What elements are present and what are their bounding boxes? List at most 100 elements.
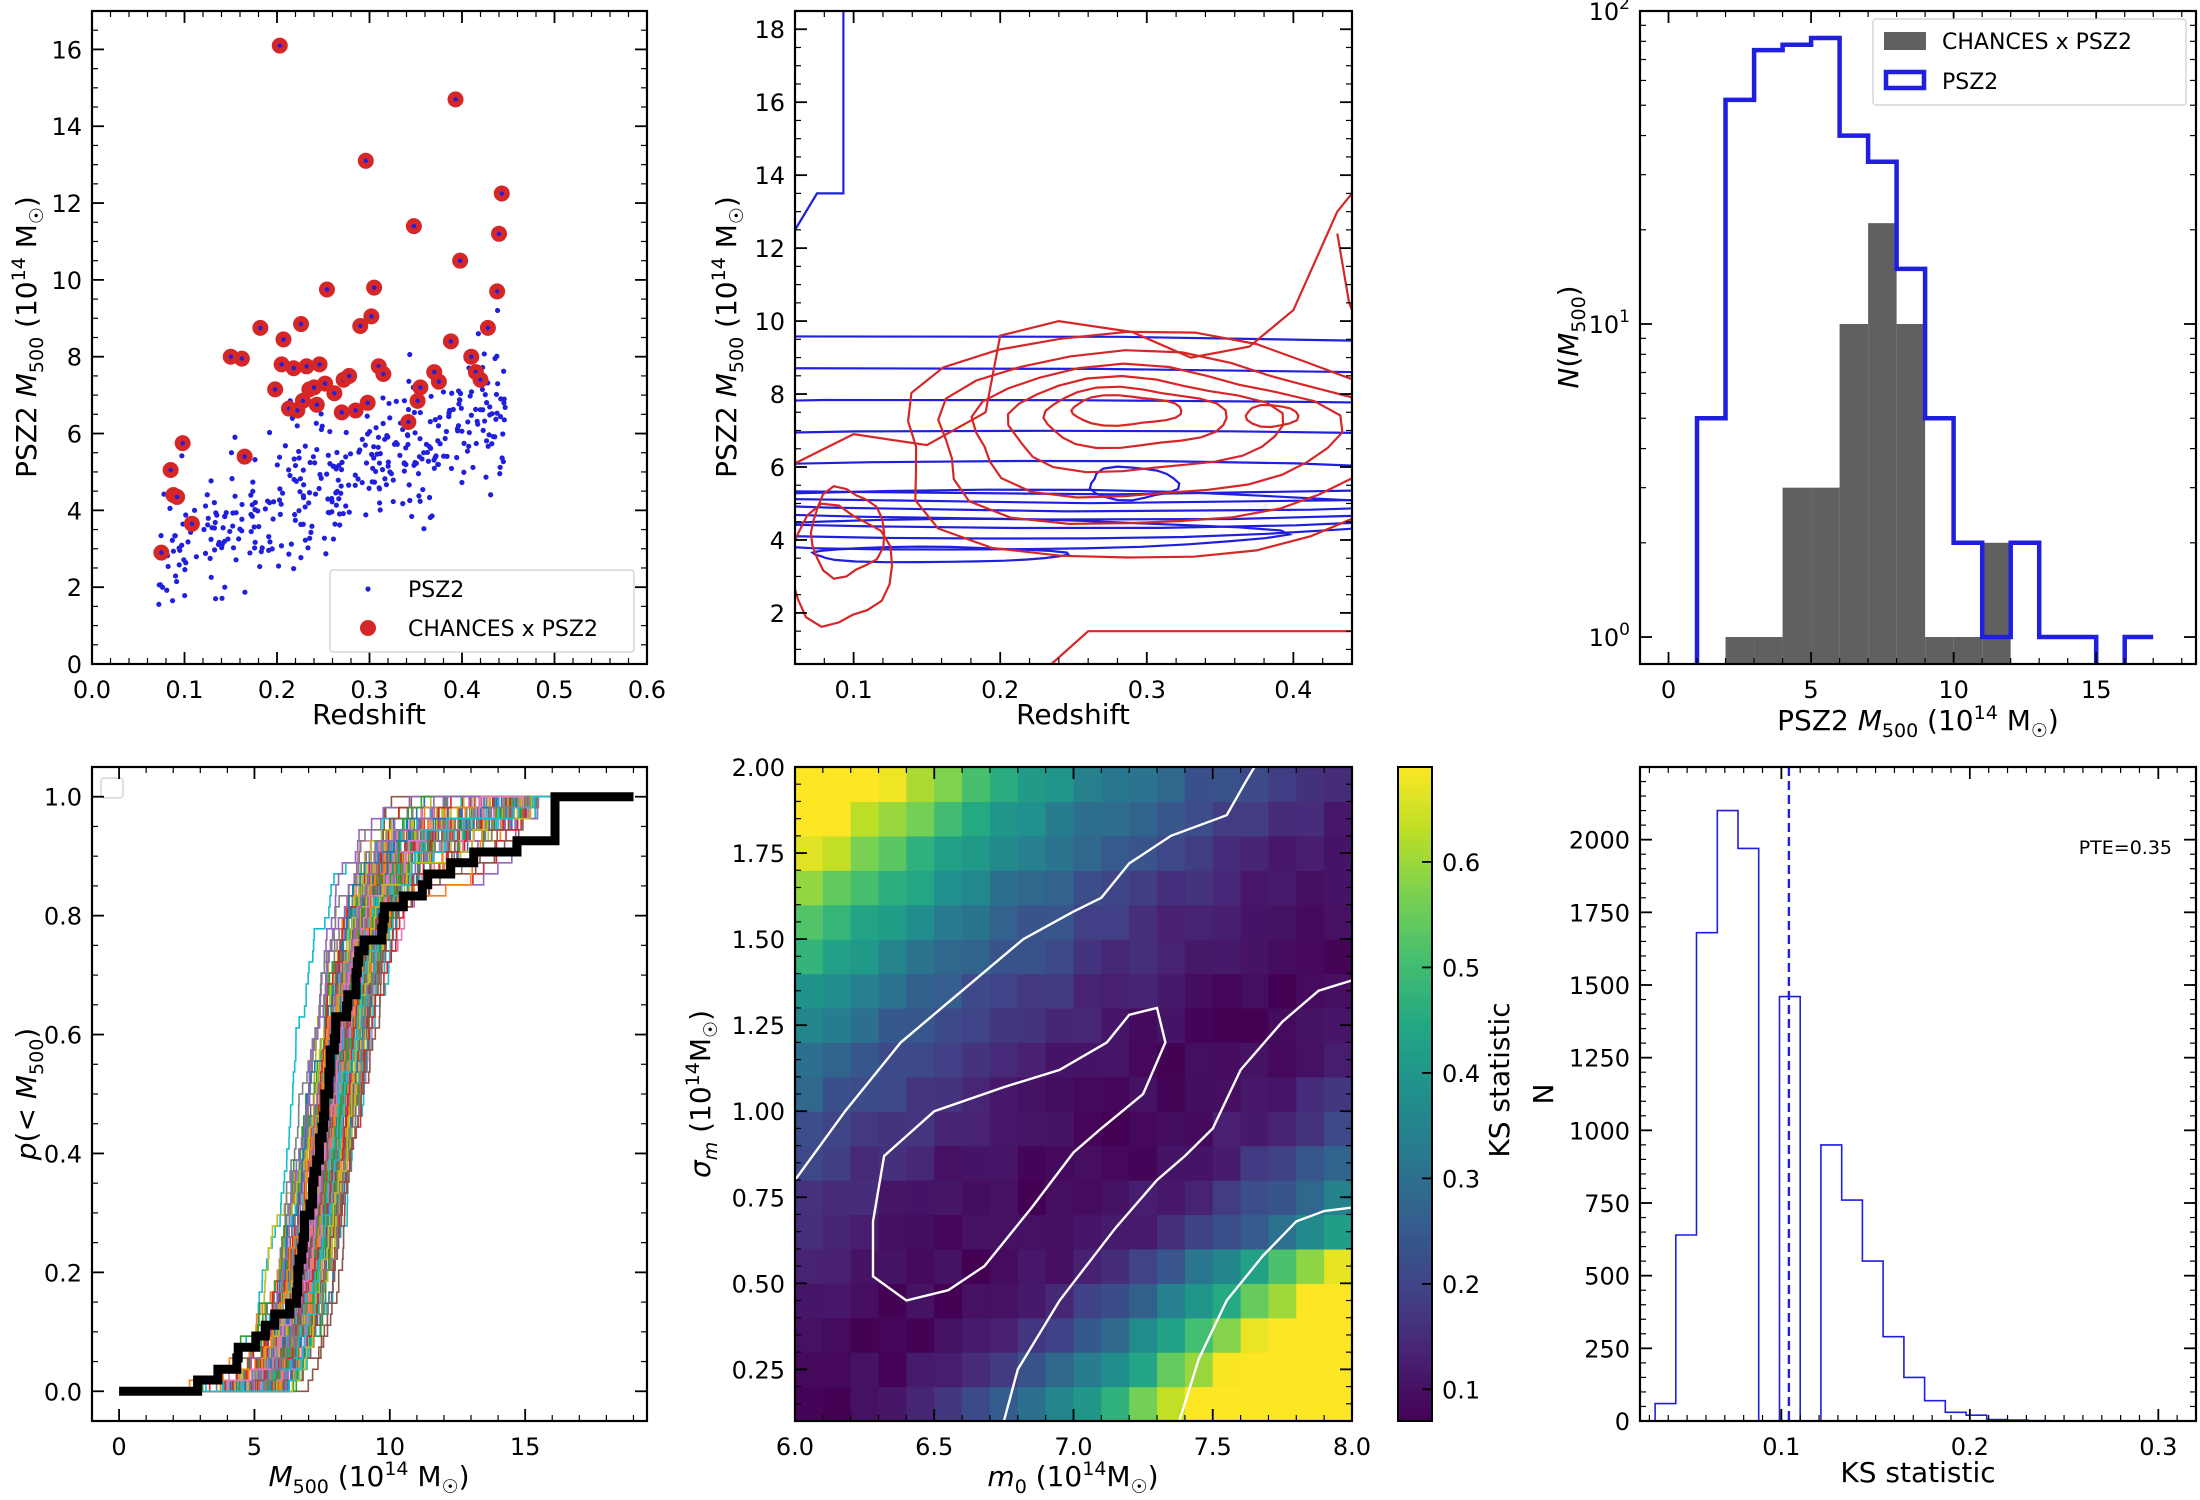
psz2-point [239, 516, 245, 522]
heatmap-cell [962, 1386, 991, 1421]
heatmap-cell [1157, 1111, 1186, 1147]
psz2-point [459, 479, 465, 486]
psz2-point [373, 425, 379, 431]
colorbar-band [1398, 826, 1432, 834]
p1-xlabel: Redshift [312, 698, 426, 731]
heatmap-cell [1017, 1076, 1047, 1112]
psz2-point [312, 491, 319, 497]
heatmap-cell [962, 1145, 991, 1181]
heatmap-cell [1073, 1352, 1102, 1388]
colorbar-band [1398, 1382, 1432, 1390]
psz2-point [482, 392, 488, 398]
psz2-point [500, 431, 506, 437]
colorbar-band [1398, 1126, 1432, 1133]
psz2-point [363, 460, 370, 466]
psz2-point [338, 483, 344, 489]
heatmap-cell [906, 1352, 935, 1388]
colorbar-band [1398, 1224, 1432, 1232]
heatmap-cell [934, 870, 963, 906]
psz2-point [170, 548, 177, 554]
heatmap-cell [850, 904, 880, 940]
heatmap-cell [1129, 1248, 1158, 1284]
psz2-point [252, 539, 258, 545]
heatmap-cell [962, 835, 991, 871]
heatmap-cell [1212, 1180, 1242, 1216]
chances-point-core [381, 371, 386, 377]
y-tick-label: 1.75 [732, 840, 785, 868]
psz2-point [239, 501, 245, 508]
psz2-point [309, 523, 315, 529]
colorbar-band [1398, 1213, 1432, 1221]
heatmap-cell [850, 973, 880, 1009]
chances-point-core [453, 97, 458, 102]
heatmap-cell [989, 1007, 1019, 1043]
colorbar-band [1398, 1230, 1432, 1237]
heatmap-cell [1045, 1076, 1075, 1112]
psz2-point [215, 541, 222, 548]
colorbar-band [1398, 957, 1432, 964]
psz2-point [497, 464, 503, 470]
heatmap-cell [1101, 801, 1130, 837]
heatmap-cell [906, 767, 935, 803]
heatmap-cell [1240, 904, 1270, 940]
psz2-point [481, 351, 487, 357]
heatmap-cell [989, 1180, 1019, 1216]
psz2-point [417, 436, 423, 442]
psz2-point [403, 461, 409, 468]
p1-legend-chances: CHANCES x PSZ2 [408, 617, 598, 642]
colorbar-band [1398, 919, 1432, 926]
psz2-point [331, 464, 338, 470]
psz2-point [266, 534, 272, 540]
chances-point-core [300, 398, 306, 404]
psz2-point [412, 430, 418, 436]
psz2-point [318, 475, 324, 481]
heatmap-cell [1045, 1214, 1075, 1250]
p3-legend-psz2: PSZ2 [1942, 70, 1998, 95]
colorbar-band [1398, 935, 1432, 943]
psz2-point [287, 472, 293, 479]
heatmap-cell [1240, 1386, 1270, 1421]
colorbar-band [1398, 995, 1432, 1003]
heatmap-cell [1045, 1145, 1075, 1181]
psz2-point [426, 443, 432, 450]
heatmap-cell [1045, 1007, 1075, 1043]
psz2-point [191, 507, 198, 513]
psz2-point [182, 592, 188, 599]
colorbar-band [1398, 1268, 1432, 1275]
psz2-point [480, 427, 486, 433]
psz2-point [393, 440, 399, 446]
colorbar-band [1398, 892, 1432, 899]
psz2-point [420, 486, 426, 493]
psz2-point [487, 412, 493, 418]
heatmap-cell [1045, 939, 1075, 975]
p1-legend-marker-psz2 [365, 586, 371, 592]
colorbar-band [1398, 1317, 1432, 1324]
colorbar-band [1398, 914, 1432, 921]
heatmap-cell [1101, 1076, 1130, 1112]
x-tick-label: 10 [375, 1433, 406, 1461]
heatmap-cell [1073, 767, 1102, 803]
chances-point-core [239, 356, 245, 361]
colorbar-band [1398, 859, 1432, 866]
colorbar-band [1398, 1404, 1432, 1411]
red-contour-outer [795, 192, 1352, 465]
heatmap-cell [962, 1283, 991, 1319]
heatmap-cell [1268, 767, 1297, 803]
x-tick-label: 8.0 [1333, 1433, 1371, 1461]
psz2-point [225, 536, 231, 542]
y-tick-label: 0.2 [44, 1259, 82, 1287]
psz2-point [480, 407, 486, 413]
heatmap-cell [1240, 1214, 1270, 1250]
red-contour [1244, 403, 1300, 429]
psz2-point [333, 502, 339, 508]
heatmap-cell [1212, 1007, 1242, 1043]
heatmap-cell [822, 1180, 852, 1216]
heatmap-cell [1101, 767, 1130, 803]
psz2-point [335, 477, 341, 483]
psz2-point [286, 467, 292, 473]
colorbar-band [1398, 881, 1432, 888]
psz2-point [387, 469, 393, 475]
heatmap-cell [878, 1248, 907, 1284]
chances-point-core [317, 362, 322, 367]
chances-point-core [159, 550, 164, 555]
